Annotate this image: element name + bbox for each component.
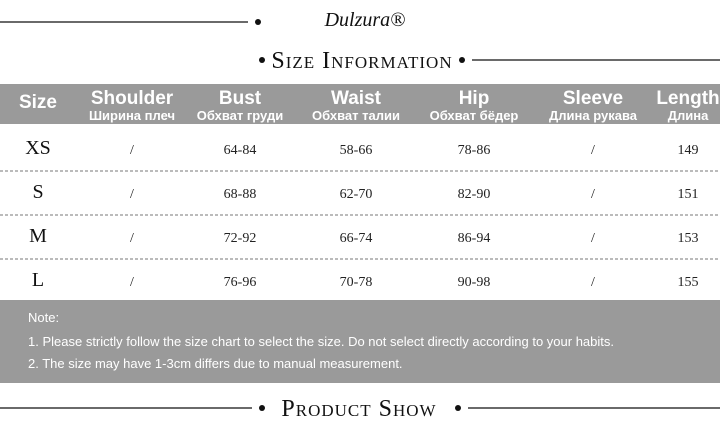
dot bbox=[455, 405, 461, 411]
column-subheader: Обхват бёдер bbox=[430, 108, 519, 123]
size-cell: M bbox=[29, 225, 47, 247]
cell: 72-92 bbox=[224, 231, 257, 246]
cell: 90-98 bbox=[458, 275, 491, 290]
column-header: Size bbox=[19, 92, 57, 113]
dot bbox=[259, 405, 265, 411]
dot bbox=[459, 57, 465, 63]
notes-box bbox=[0, 300, 720, 383]
cell: / bbox=[591, 187, 595, 202]
column-subheader: Обхват груди bbox=[197, 108, 283, 123]
footer-title: Product Show bbox=[281, 396, 436, 422]
column-header: Length bbox=[656, 88, 719, 109]
cell: / bbox=[130, 275, 134, 290]
dot bbox=[255, 19, 261, 25]
cell: 66-74 bbox=[340, 231, 373, 246]
cell: / bbox=[591, 143, 595, 158]
notes-title: Note: bbox=[28, 310, 59, 325]
brand: Dulzura® bbox=[324, 9, 406, 31]
column-header: Bust bbox=[219, 88, 262, 109]
cell: 70-78 bbox=[340, 275, 373, 290]
column-subheader: Ширина плеч bbox=[89, 108, 175, 123]
column-header: Shoulder bbox=[91, 88, 174, 109]
cell: 149 bbox=[678, 143, 699, 158]
column-subheader: Длина bbox=[668, 108, 709, 123]
cell: / bbox=[591, 275, 595, 290]
section-title: Size Information bbox=[271, 48, 452, 74]
size-cell: L bbox=[32, 269, 44, 291]
column-subheader: Обхват талии bbox=[312, 108, 400, 123]
table-header bbox=[0, 84, 720, 124]
cell: 155 bbox=[678, 275, 699, 290]
cell: 82-90 bbox=[458, 187, 491, 202]
note: 2. The size may have 1-3cm differs due t… bbox=[28, 356, 403, 371]
cell: 153 bbox=[678, 231, 699, 246]
cell: 58-66 bbox=[340, 143, 373, 158]
size-cell: XS bbox=[25, 137, 51, 159]
note: 1. Please strictly follow the size chart… bbox=[28, 334, 614, 349]
dot bbox=[259, 57, 265, 63]
cell: 86-94 bbox=[458, 231, 491, 246]
cell: 68-88 bbox=[224, 187, 257, 202]
cell: / bbox=[130, 231, 134, 246]
cell: 62-70 bbox=[340, 187, 373, 202]
column-header: Waist bbox=[331, 88, 382, 109]
cell: 64-84 bbox=[224, 143, 257, 158]
column-subheader: Длина рукава bbox=[549, 108, 638, 123]
cell: 78-86 bbox=[458, 143, 491, 158]
column-header: Sleeve bbox=[563, 88, 623, 109]
column-header: Hip bbox=[459, 88, 490, 109]
cell: 151 bbox=[678, 187, 699, 202]
cell: / bbox=[130, 187, 134, 202]
cell: / bbox=[591, 231, 595, 246]
cell: / bbox=[130, 143, 134, 158]
cell: 76-96 bbox=[224, 275, 257, 290]
size-cell: S bbox=[32, 181, 43, 203]
